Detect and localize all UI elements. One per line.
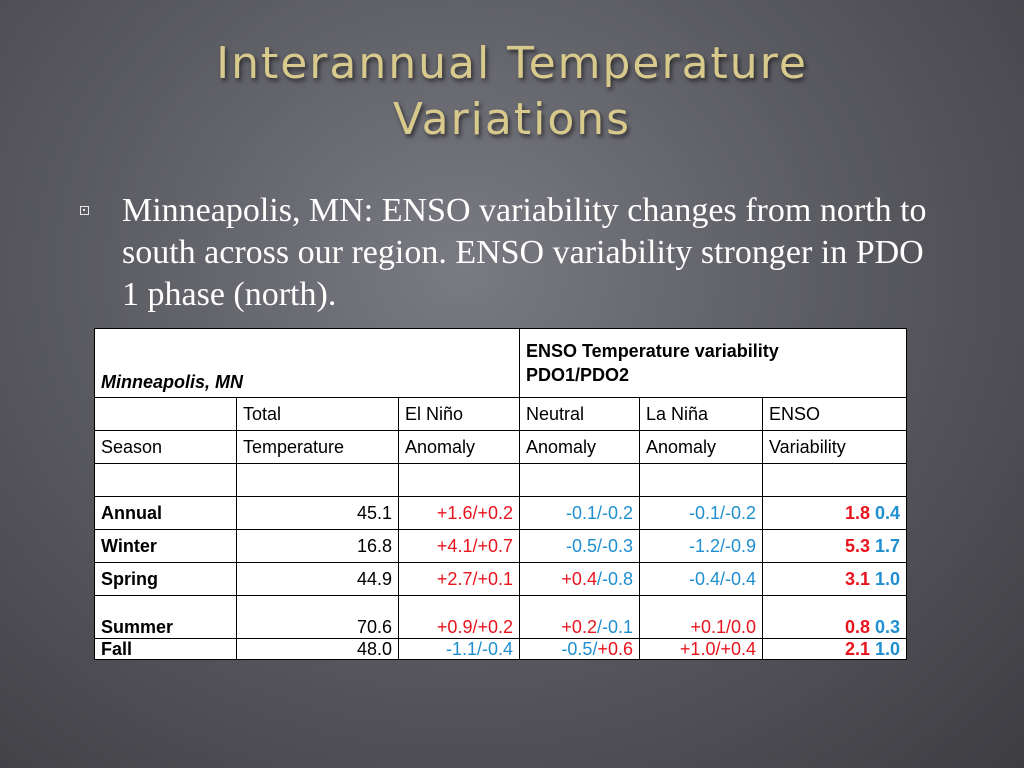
enso-header-line-2: PDO1/PDO2: [526, 365, 630, 385]
table-row: Annual 45.1 +1.6/+0.2 -0.1/-0.2 -0.1/-0.2 1.8…: [94, 496, 908, 530]
enso-variability: 0.8 0.3: [761, 595, 908, 639]
col-header: Neutral: [519, 397, 640, 431]
col-header: Season: [94, 430, 237, 464]
title-line-1: Interannual Temperature: [216, 38, 808, 89]
neutral-anomaly: -0.1/-0.2: [519, 496, 640, 530]
col-header: Anomaly: [639, 430, 763, 464]
col-header: El Niño: [398, 397, 520, 431]
enso-header-cell: ENSO Temperature variability PDO1/PDO2: [518, 328, 908, 398]
total-temperature: 70.6: [236, 595, 399, 639]
enso-pdo1-value: 3.1: [844, 568, 870, 589]
col-header: Temperature: [236, 430, 399, 464]
blank-row: [94, 463, 908, 497]
el-nino-anomaly: +1.6/+0.2: [398, 496, 520, 530]
title-line-2: Variations: [392, 94, 632, 145]
anomaly-value: +0.1/0.0: [690, 617, 756, 637]
anomaly-value: -1.2/-0.9: [688, 535, 756, 556]
empty-cell: [236, 463, 399, 497]
enso-pdo2-value: 1.7: [870, 535, 901, 556]
enso-variability: 3.1 1.0: [761, 562, 908, 596]
anomaly-value: -0.5/: [561, 639, 598, 659]
anomaly-value: /-0.1: [596, 617, 633, 637]
column-header-row-1: Total El Niño Neutral La Niña ENSO: [94, 397, 908, 431]
enso-variability: 5.3 1.7: [761, 529, 908, 563]
el-nino-anomaly: -1.1/-0.4: [398, 638, 520, 660]
total-temperature: 48.0: [236, 638, 399, 660]
bullet-text: Minneapolis, MN: ENSO variability change…: [122, 192, 927, 313]
la-nina-anomaly: -0.4/-0.4: [639, 562, 763, 596]
anomaly-value: -0.5/-0.3: [565, 535, 633, 556]
bullet-point: Minneapolis, MN: ENSO variability change…: [80, 190, 940, 316]
anomaly-value: -0.1/-0.2: [565, 502, 633, 523]
table-header-row: Minneapolis, MN ENSO Temperature variabi…: [94, 328, 908, 398]
empty-cell: [94, 463, 237, 497]
total-temperature: 16.8: [236, 529, 399, 563]
la-nina-anomaly: +0.1/0.0: [639, 595, 763, 639]
anomaly-value: +0.6: [597, 639, 633, 659]
col-header: Total: [236, 397, 399, 431]
enso-pdo1-value: 2.1: [844, 639, 870, 659]
neutral-anomaly: +0.2/-0.1: [519, 595, 640, 639]
anomaly-value: /-0.8: [596, 568, 633, 589]
anomaly-value: +1.6/+0.2: [436, 502, 513, 523]
enso-variability: 2.1 1.0: [761, 638, 908, 660]
anomaly-value: +2.7/+0.1: [436, 568, 513, 589]
season-label: Annual: [94, 496, 237, 530]
anomaly-value: -1.1/-0.4: [445, 639, 513, 659]
el-nino-anomaly: +0.9/+0.2: [398, 595, 520, 639]
season-label: Fall: [94, 638, 237, 660]
season-label: Spring: [94, 562, 237, 596]
total-temperature: 45.1: [236, 496, 399, 530]
neutral-anomaly: +0.4/-0.8: [519, 562, 640, 596]
table-row: Fall 48.0 -1.1/-0.4 -0.5/+0.6 +1.0/+0.4 2.1 1…: [94, 638, 908, 660]
table-row: Winter 16.8 +4.1/+0.7 -0.5/-0.3 -1.2/-0.9 5.3…: [94, 529, 908, 563]
anomaly-value: -0.4/-0.4: [688, 568, 756, 589]
anomaly-value: +4.1/+0.7: [436, 535, 513, 556]
la-nina-anomaly: -0.1/-0.2: [639, 496, 763, 530]
anomaly-value: +0.9/+0.2: [436, 617, 513, 637]
season-label: Summer: [94, 595, 237, 639]
col-header: Variability: [761, 430, 908, 464]
enso-pdo2-value: 1.0: [870, 639, 901, 659]
col-header: ENSO: [761, 397, 908, 431]
la-nina-anomaly: -1.2/-0.9: [639, 529, 763, 563]
col-header: La Niña: [639, 397, 763, 431]
empty-cell: [761, 463, 908, 497]
la-nina-anomaly: +1.0/+0.4: [639, 638, 763, 660]
enso-pdo1-value: 0.8: [844, 617, 870, 637]
el-nino-anomaly: +4.1/+0.7: [398, 529, 520, 563]
table-row: Summer 70.6 +0.9/+0.2 +0.2/-0.1 +0.1/0.0 0.8 …: [94, 595, 908, 639]
enso-variability: 1.8 0.4: [761, 496, 908, 530]
slide-title: Interannual Temperature Variations: [0, 36, 1024, 148]
anomaly-value: +0.2: [561, 617, 597, 637]
empty-cell: [398, 463, 520, 497]
anomaly-value: +1.0/+0.4: [679, 639, 756, 659]
col-header: Anomaly: [519, 430, 640, 464]
empty-cell: [519, 463, 640, 497]
anomaly-value: +0.4: [561, 568, 597, 589]
neutral-anomaly: -0.5/+0.6: [519, 638, 640, 660]
total-temperature: 44.9: [236, 562, 399, 596]
season-label: Winter: [94, 529, 237, 563]
col-header: Anomaly: [398, 430, 520, 464]
empty-cell: [639, 463, 763, 497]
enso-pdo1-value: 5.3: [844, 535, 870, 556]
enso-table: Minneapolis, MN ENSO Temperature variabi…: [94, 328, 908, 660]
enso-pdo2-value: 1.0: [870, 568, 901, 589]
enso-header-line-1: ENSO Temperature variability: [526, 341, 779, 361]
enso-pdo2-value: 0.3: [870, 617, 901, 637]
enso-pdo1-value: 1.8: [844, 502, 870, 523]
table-row: Spring 44.9 +2.7/+0.1 +0.4/-0.8 -0.4/-0.4 3.1…: [94, 562, 908, 596]
col-header: [94, 397, 237, 431]
location-label: Minneapolis, MN: [94, 328, 520, 398]
enso-pdo2-value: 0.4: [870, 502, 901, 523]
neutral-anomaly: -0.5/-0.3: [519, 529, 640, 563]
el-nino-anomaly: +2.7/+0.1: [398, 562, 520, 596]
column-header-row-2: Season Temperature Anomaly Anomaly Anoma…: [94, 430, 908, 464]
square-bullet-icon: [80, 206, 89, 215]
anomaly-value: -0.1/-0.2: [688, 502, 756, 523]
